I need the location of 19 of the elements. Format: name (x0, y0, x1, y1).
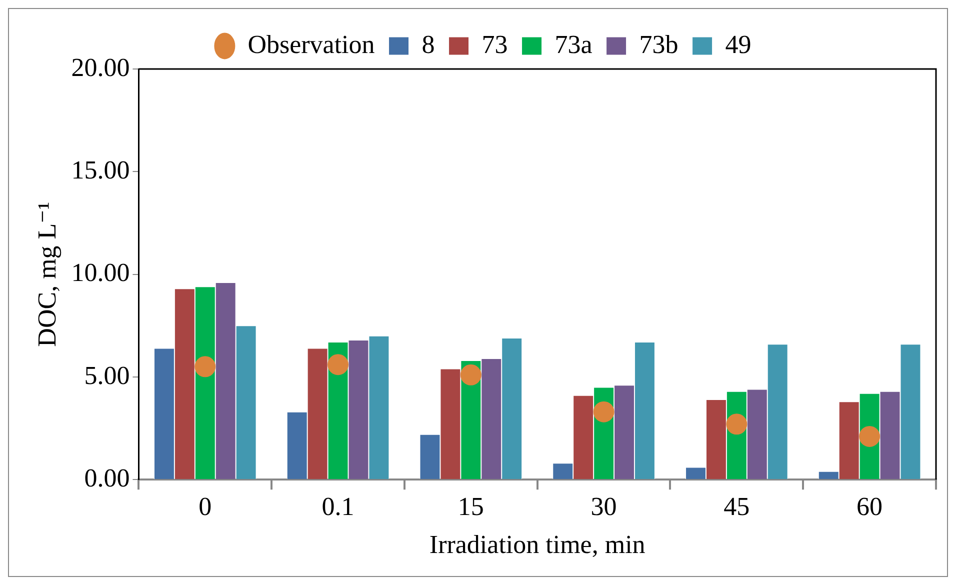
x-tick-label: 60 (856, 492, 883, 522)
y-tick-label: 10.00 (71, 258, 130, 288)
x-tick-label: 45 (724, 492, 750, 522)
y-tick-label: 5.00 (84, 360, 130, 390)
y-axis-title: DOC, mg L⁻¹ (32, 202, 62, 347)
x-tick-label: 30 (590, 492, 617, 522)
legend-label: 73a (554, 30, 593, 59)
legend-label: 73b (639, 30, 678, 59)
legend-label: 49 (725, 30, 752, 59)
x-tick-label: 0 (198, 492, 212, 522)
x-tick-label: 0.1 (322, 492, 354, 522)
x-axis-title: Irradiation time, min (429, 530, 646, 560)
y-tick-label: 20.00 (71, 52, 130, 82)
legend-label: Observation (248, 30, 375, 59)
y-tick-label: 15.00 (71, 155, 130, 184)
legend-label: 73 (482, 30, 508, 59)
legend-label: 8 (422, 30, 435, 59)
x-tick-label: 15 (458, 492, 484, 522)
y-tick-label: 0.00 (84, 463, 130, 492)
